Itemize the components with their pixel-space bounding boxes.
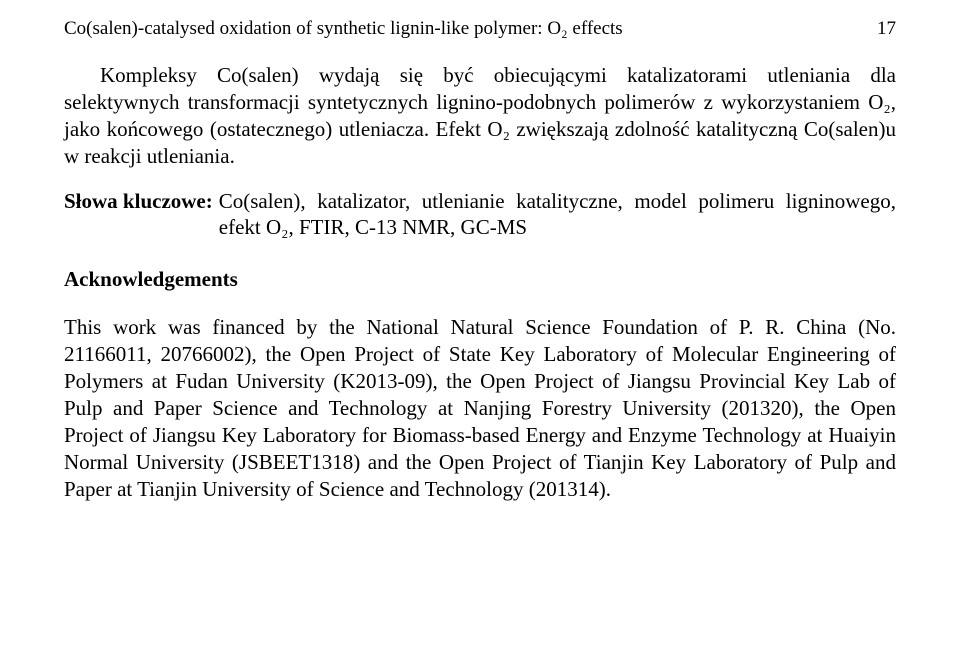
abstract-paragraph-pl: Kompleksy Co(salen) wydają się być obiec… xyxy=(64,62,896,170)
acknowledgements-heading: Acknowledgements xyxy=(64,267,896,292)
page-number: 17 xyxy=(857,18,896,40)
acknowledgements-paragraph: This work was financed by the National N… xyxy=(64,314,896,502)
page-content: Co(salen)-catalysed oxidation of synthet… xyxy=(0,0,960,502)
keywords-block: Słowa kluczowe: Co(salen), katalizator, … xyxy=(64,188,896,242)
keywords-label: Słowa kluczowe: xyxy=(64,188,219,242)
running-header: Co(salen)-catalysed oxidation of synthet… xyxy=(64,18,896,40)
running-title: Co(salen)-catalysed oxidation of synthet… xyxy=(64,18,857,40)
keywords-text: Co(salen), katalizator, utlenianie katal… xyxy=(219,188,896,242)
